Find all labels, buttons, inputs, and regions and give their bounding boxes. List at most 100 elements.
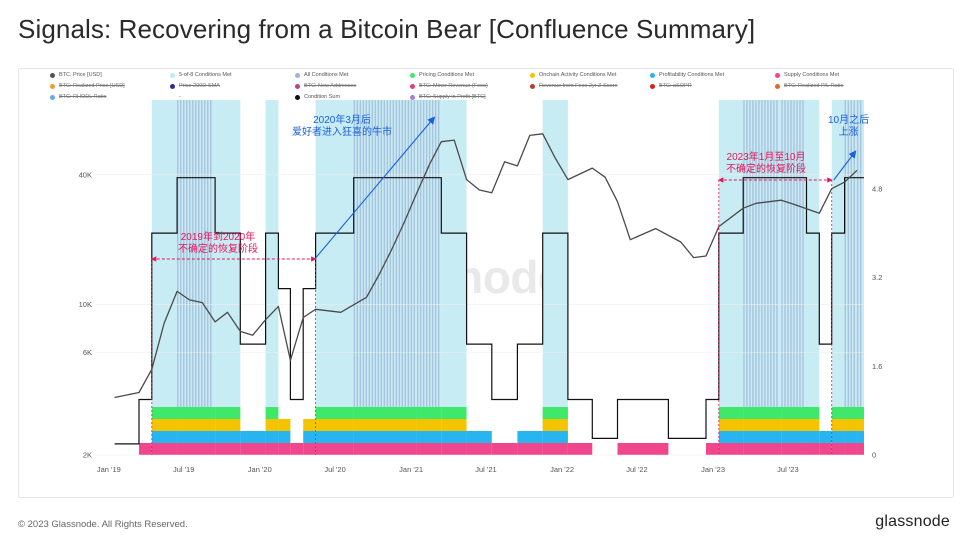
x-tick-label: Jul '21 [475, 465, 496, 474]
y-left-tick-label: 2K [83, 451, 92, 460]
supply-band [265, 443, 279, 455]
legend-label: Profitability Conditions Met [659, 72, 725, 78]
legend-swatch [50, 94, 55, 100]
legend-item[interactable]: Price 200D-SMA [170, 83, 220, 89]
legend-swatch [410, 72, 415, 78]
legend-swatch [50, 72, 55, 78]
profitability-band [781, 431, 807, 443]
all-conditions-band [847, 100, 849, 455]
onchain-band [542, 419, 568, 431]
onchain-band [315, 419, 354, 431]
phase-markers [150, 116, 857, 455]
supply-band [353, 443, 417, 455]
annotation-after-october: 10月之后 上涨 [828, 115, 869, 139]
supply-band [806, 443, 820, 455]
onchain-band [844, 419, 857, 431]
supply-band [491, 443, 518, 455]
legend-item[interactable]: Supply Conditions Met [775, 72, 839, 78]
all-conditions-band [207, 100, 209, 455]
all-conditions-band [419, 100, 422, 455]
legend-item[interactable]: BTC: aSOPR [650, 83, 692, 89]
all-conditions-band [189, 100, 191, 455]
legend-item[interactable]: BTC: Realized P/L Ratio [775, 83, 843, 89]
legend-item[interactable]: BTC: RHODL Ratio [50, 94, 106, 100]
y-left-tick-label: 6K [83, 348, 92, 357]
legend-label: Condition Sum [304, 94, 341, 100]
pricing-band [718, 407, 744, 419]
all-conditions-band [781, 100, 783, 455]
legend-label: BTC: aSOPR [659, 83, 692, 89]
all-conditions-band [761, 100, 763, 455]
annotation-march-2020: 2020年3月后 爱好者进入狂喜的牛市 [292, 115, 392, 139]
y-left-tick-label: 40K [79, 170, 92, 179]
condition-bands [151, 100, 864, 455]
supply-band [416, 443, 442, 455]
legend-swatch [410, 94, 415, 100]
legend-label: BTC: New Addresses [304, 83, 357, 89]
all-conditions-band [770, 100, 772, 455]
all-conditions-band [180, 100, 182, 455]
onchain-band [718, 419, 744, 431]
legend-swatch [650, 72, 655, 78]
all-conditions-band [186, 100, 188, 455]
supply-band [290, 443, 304, 455]
all-conditions-band [799, 100, 801, 455]
five-of-eight-band [265, 100, 279, 455]
supply-band [718, 443, 744, 455]
all-conditions-band [793, 100, 795, 455]
pricing-band [856, 407, 864, 419]
all-conditions-band [749, 100, 751, 455]
all-conditions-band [359, 100, 362, 455]
legend-item[interactable]: BTC: New Addresses [295, 83, 356, 89]
all-conditions-band [353, 100, 356, 455]
supply-band [151, 443, 178, 455]
all-conditions-band [850, 100, 852, 455]
legend-item[interactable]: BTC: Realized Price [USD] [50, 83, 125, 89]
x-tick-label: Jan '22 [550, 465, 574, 474]
legend-item[interactable]: BTC: Price [USD] [50, 72, 102, 78]
all-conditions-band [389, 100, 392, 455]
all-conditions-band [371, 100, 374, 455]
legend-item[interactable]: Profitability Conditions Met [650, 72, 724, 78]
pricing-band [215, 407, 241, 419]
legend-item[interactable]: 5-of-8 Conditions Met [170, 72, 232, 78]
annotation-2023: 2023年1月至10月 不确定的恢复阶段 [726, 152, 806, 176]
legend-label: BTC: Realized Price [USD] [59, 83, 125, 89]
onchain-band [215, 419, 241, 431]
all-conditions-band [198, 100, 200, 455]
legend-swatch [530, 83, 535, 89]
x-tick-label: Jul '20 [324, 465, 345, 474]
profitability-band [278, 431, 291, 443]
x-tick-label: Jan '23 [701, 465, 725, 474]
supply-band [278, 443, 291, 455]
profitability-band [844, 431, 857, 443]
chart-axes: Jan '19 Jul '19 Jan '20 Jul '20 Jan '21 Jul '… [79, 170, 883, 474]
all-conditions-band [368, 100, 371, 455]
supply-band [215, 443, 241, 455]
pricing-band [844, 407, 857, 419]
all-conditions-band [790, 100, 792, 455]
all-conditions-band [177, 100, 179, 455]
legend-item[interactable]: - [170, 94, 181, 100]
legend-item[interactable]: Pricing Conditions Met [410, 72, 474, 78]
bull-arrow [315, 116, 436, 259]
profitability-band [856, 431, 864, 443]
legend-item[interactable]: All Conditions Met [295, 72, 348, 78]
legend-item[interactable]: Condition Sum [295, 94, 340, 100]
legend-label: Supply Conditions Met [784, 72, 840, 78]
profitability-band [315, 431, 354, 443]
legend-swatch [295, 94, 300, 100]
legend-item[interactable]: Revenue from Fees 2yr Z-Score [530, 83, 618, 89]
legend-item[interactable]: Onchain Activity Conditions Met [530, 72, 616, 78]
all-conditions-band [802, 100, 804, 455]
page-title: Signals: Recovering from a Bitcoin Bear … [18, 14, 756, 44]
legend-item[interactable]: BTC: Miner Revenue (Fees) [410, 83, 488, 89]
all-conditions-band [853, 100, 855, 455]
supply-band [567, 443, 593, 455]
legend-item[interactable]: BTC: Supply in Profit [BTC] [410, 94, 486, 100]
legend-label: - [179, 94, 181, 100]
all-conditions-band [416, 100, 419, 455]
all-conditions-band [201, 100, 203, 455]
onchain-band [278, 419, 291, 431]
